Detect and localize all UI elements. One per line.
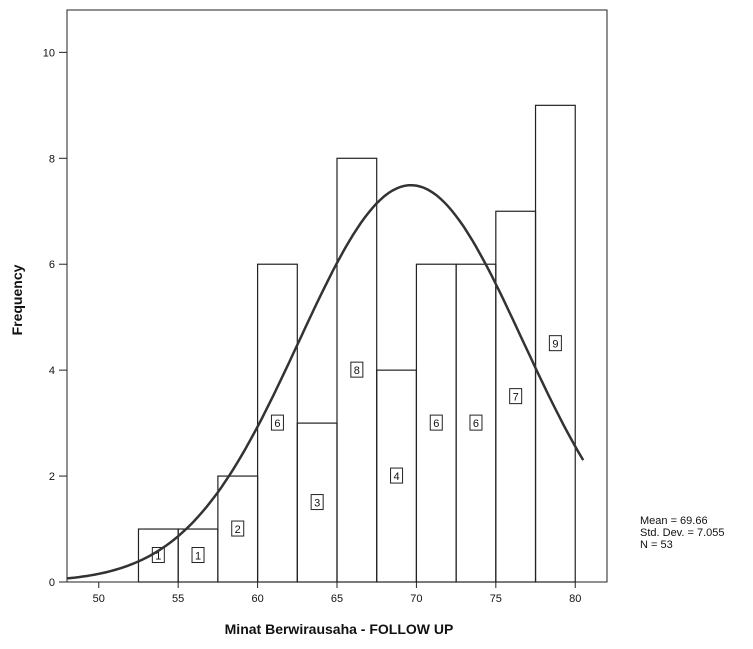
stats-std-dev: Std. Dev. = 7.055 — [640, 527, 725, 539]
stats-box: Mean = 69.66 Std. Dev. = 7.055 N = 53 — [640, 515, 725, 551]
bar-count-text: 1 — [195, 551, 201, 563]
bar-count-text: 4 — [393, 471, 399, 483]
bar-count-text: 6 — [433, 418, 439, 430]
bar-count-label: 3 — [310, 494, 324, 511]
bar-count-label: 6 — [270, 414, 284, 431]
bar-count-box — [548, 335, 562, 352]
bar-count-box — [270, 414, 284, 431]
bar-count-box — [350, 361, 364, 378]
y-tick-label: 2 — [49, 471, 55, 483]
bar-count-text: 9 — [552, 339, 558, 351]
x-tick-label: 55 — [172, 593, 184, 605]
y-tick-label: 6 — [49, 259, 55, 271]
x-axis-ticks: 50 55 60 65 70 75 80 — [93, 582, 581, 605]
bar-count-box — [390, 467, 404, 484]
bar-count-text: 6 — [274, 418, 280, 430]
y-tick-label: 0 — [49, 577, 55, 589]
bar-count-label: 6 — [469, 414, 483, 431]
bar-count-label: 4 — [390, 467, 404, 484]
histogram-bar — [534, 104, 576, 583]
x-tick-label: 75 — [490, 593, 502, 605]
bar-labels-group: 1 1 2 6 3 8 4 6 6 7 9 — [151, 335, 562, 564]
bar-count-label: 6 — [429, 414, 443, 431]
normal-curve — [66, 183, 585, 580]
bar-count-box — [310, 494, 324, 511]
bar-count-text: 2 — [235, 524, 241, 536]
bars-group — [137, 104, 576, 583]
bar-count-text: 6 — [473, 418, 479, 430]
stats-n: N = 53 — [640, 539, 673, 551]
bar-count-label: 8 — [350, 361, 364, 378]
x-tick-label: 80 — [569, 593, 581, 605]
bar-count-label: 2 — [231, 520, 245, 537]
stats-mean: Mean = 69.66 — [640, 515, 708, 527]
bar-count-box — [429, 414, 443, 431]
bar-count-text: 7 — [513, 392, 519, 404]
bar-count-text: 1 — [155, 551, 161, 563]
bar-count-box — [509, 388, 523, 405]
y-tick-label: 8 — [49, 153, 55, 165]
y-tick-label: 10 — [43, 47, 55, 59]
bar-count-text: 3 — [314, 498, 320, 510]
x-axis-title: Minat Berwirausaha - FOLLOW UP — [225, 621, 454, 637]
bar-count-box — [191, 547, 205, 564]
bar-count-box — [469, 414, 483, 431]
x-tick-label: 60 — [251, 593, 263, 605]
x-tick-label: 50 — [93, 593, 105, 605]
bar-count-box — [231, 520, 245, 537]
bar-count-label: 9 — [548, 335, 562, 352]
x-tick-label: 65 — [331, 593, 343, 605]
y-axis-title: Frequency — [9, 264, 25, 335]
y-axis-ticks: 0 2 4 6 8 10 — [43, 47, 67, 589]
bar-count-label: 7 — [509, 388, 523, 405]
bar-count-label: 1 — [191, 547, 205, 564]
y-tick-label: 4 — [49, 365, 55, 377]
x-tick-label: 70 — [410, 593, 422, 605]
bar-count-text: 8 — [354, 365, 360, 377]
